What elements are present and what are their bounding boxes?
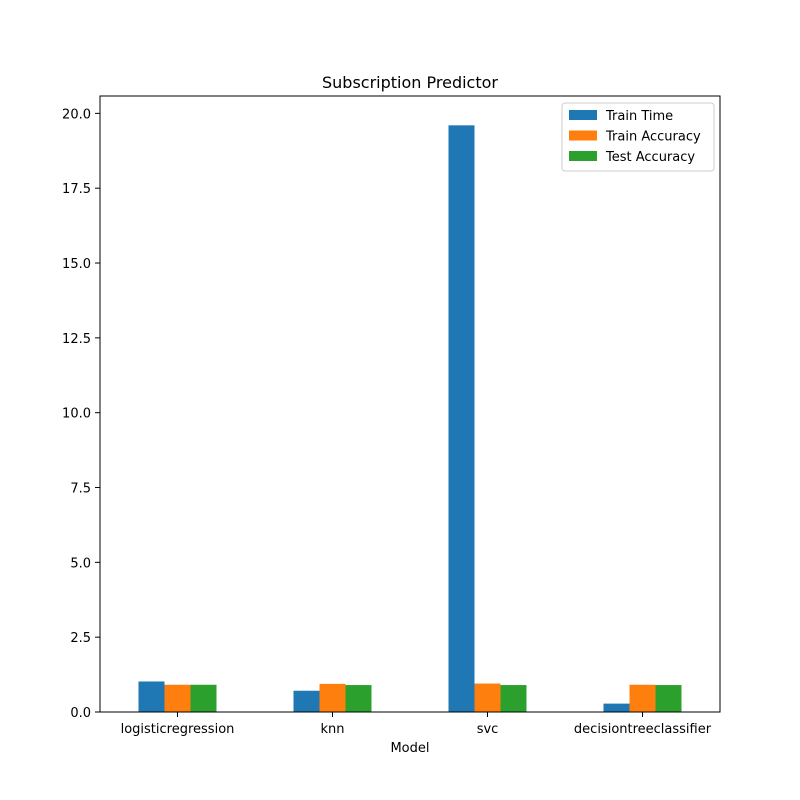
y-tick-label: 2.5 <box>70 631 91 646</box>
x-tick-label-decisiontreeclassifier: decisiontreeclassifier <box>574 722 712 737</box>
bar-test-accuracy-svc <box>500 685 527 712</box>
legend-swatch-train-accuracy <box>569 130 597 141</box>
legend-swatch-test-accuracy <box>569 151 597 161</box>
bar-train-accuracy-decisiontreeclassifier <box>629 684 656 712</box>
y-tick-label: 20.0 <box>62 107 91 122</box>
y-tick-label: 5.0 <box>70 556 91 571</box>
bar-train-accuracy-knn <box>319 683 346 712</box>
bar-train-time-decisiontreeclassifier <box>603 703 630 712</box>
bar-train-time-logisticregression <box>138 681 165 712</box>
bar-train-time-knn <box>293 690 320 712</box>
y-tick-label: 10.0 <box>62 407 91 422</box>
y-tick-label: 15.0 <box>62 257 91 272</box>
x-axis-label: Model <box>390 741 429 756</box>
bar-test-accuracy-logisticregression <box>190 684 217 712</box>
y-tick-label: 17.5 <box>62 182 91 197</box>
legend-label-train-time: Train Time <box>605 109 673 124</box>
x-tick-label-svc: svc <box>477 722 499 737</box>
plot-area: logisticregression knn svc decisiontreeclas… <box>62 95 721 737</box>
bar-test-accuracy-knn <box>345 685 372 712</box>
y-tick-label: 7.5 <box>70 482 91 497</box>
y-tick-label: 0.0 <box>70 706 91 721</box>
plot-frame <box>99 95 721 713</box>
x-tick-label-knn: knn <box>320 722 344 737</box>
legend-label-train-accuracy: Train Accuracy <box>605 130 701 145</box>
y-tick-label: 12.5 <box>62 332 91 347</box>
chart-title: Subscription Predictor <box>322 73 498 92</box>
legend-swatch-train-time <box>569 110 597 120</box>
legend-label-test-accuracy: Test Accuracy <box>605 150 695 165</box>
x-tick-label-logisticregression: logisticregression <box>121 722 235 737</box>
bar-test-accuracy-decisiontreeclassifier <box>655 685 682 712</box>
bar-train-time-svc <box>448 125 475 712</box>
legend-box <box>561 102 715 172</box>
legend: Train Time Train Accuracy Test Accuracy <box>561 102 715 172</box>
bar-train-accuracy-logisticregression <box>164 684 191 712</box>
bar-train-accuracy-svc <box>474 683 501 712</box>
